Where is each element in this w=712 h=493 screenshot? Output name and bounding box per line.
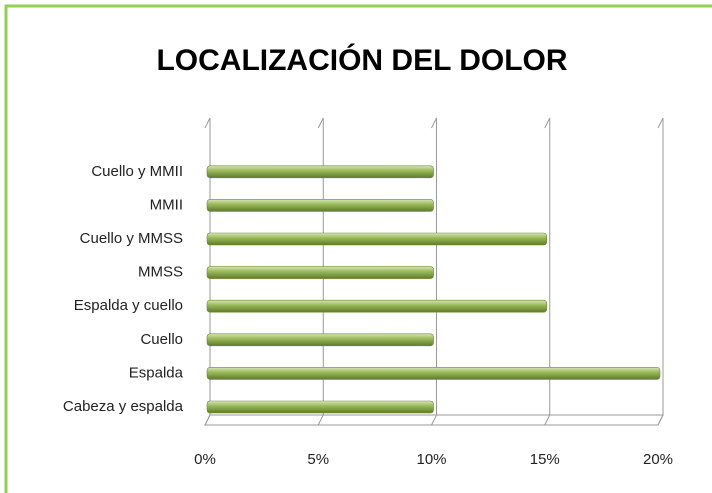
bar [206, 299, 548, 313]
grid-line [544, 117, 551, 426]
bar [206, 333, 434, 347]
floor [204, 414, 664, 426]
grid-line [431, 117, 437, 426]
bar [206, 266, 434, 279]
chart-title: LOCALIZACIÓN DEL DOLOR [156, 43, 567, 77]
y-tick-label: Cuello y MMSS [80, 230, 183, 247]
bar [206, 400, 434, 414]
bar [206, 199, 434, 212]
y-tick-label: Espalda y cuello [74, 297, 183, 314]
y-tick-label: Cabeza y espalda [63, 398, 184, 415]
x-tick-label: 5% [307, 451, 329, 468]
chart-border [4, 4, 712, 493]
y-tick-label: Cuello y MMII [91, 163, 183, 180]
bar [206, 367, 661, 380]
y-tick-label: Espalda [129, 364, 184, 381]
y-tick-label: Cuello [140, 331, 183, 348]
y-tick-label: MMSS [138, 264, 183, 281]
bar [206, 232, 548, 246]
x-tick-label: 20% [643, 451, 673, 468]
x-tick-label: 10% [416, 451, 446, 468]
bar [206, 165, 434, 179]
x-tick-label: 0% [194, 451, 216, 468]
y-tick-label: MMII [150, 196, 183, 213]
x-tick-label: 15% [530, 451, 560, 468]
